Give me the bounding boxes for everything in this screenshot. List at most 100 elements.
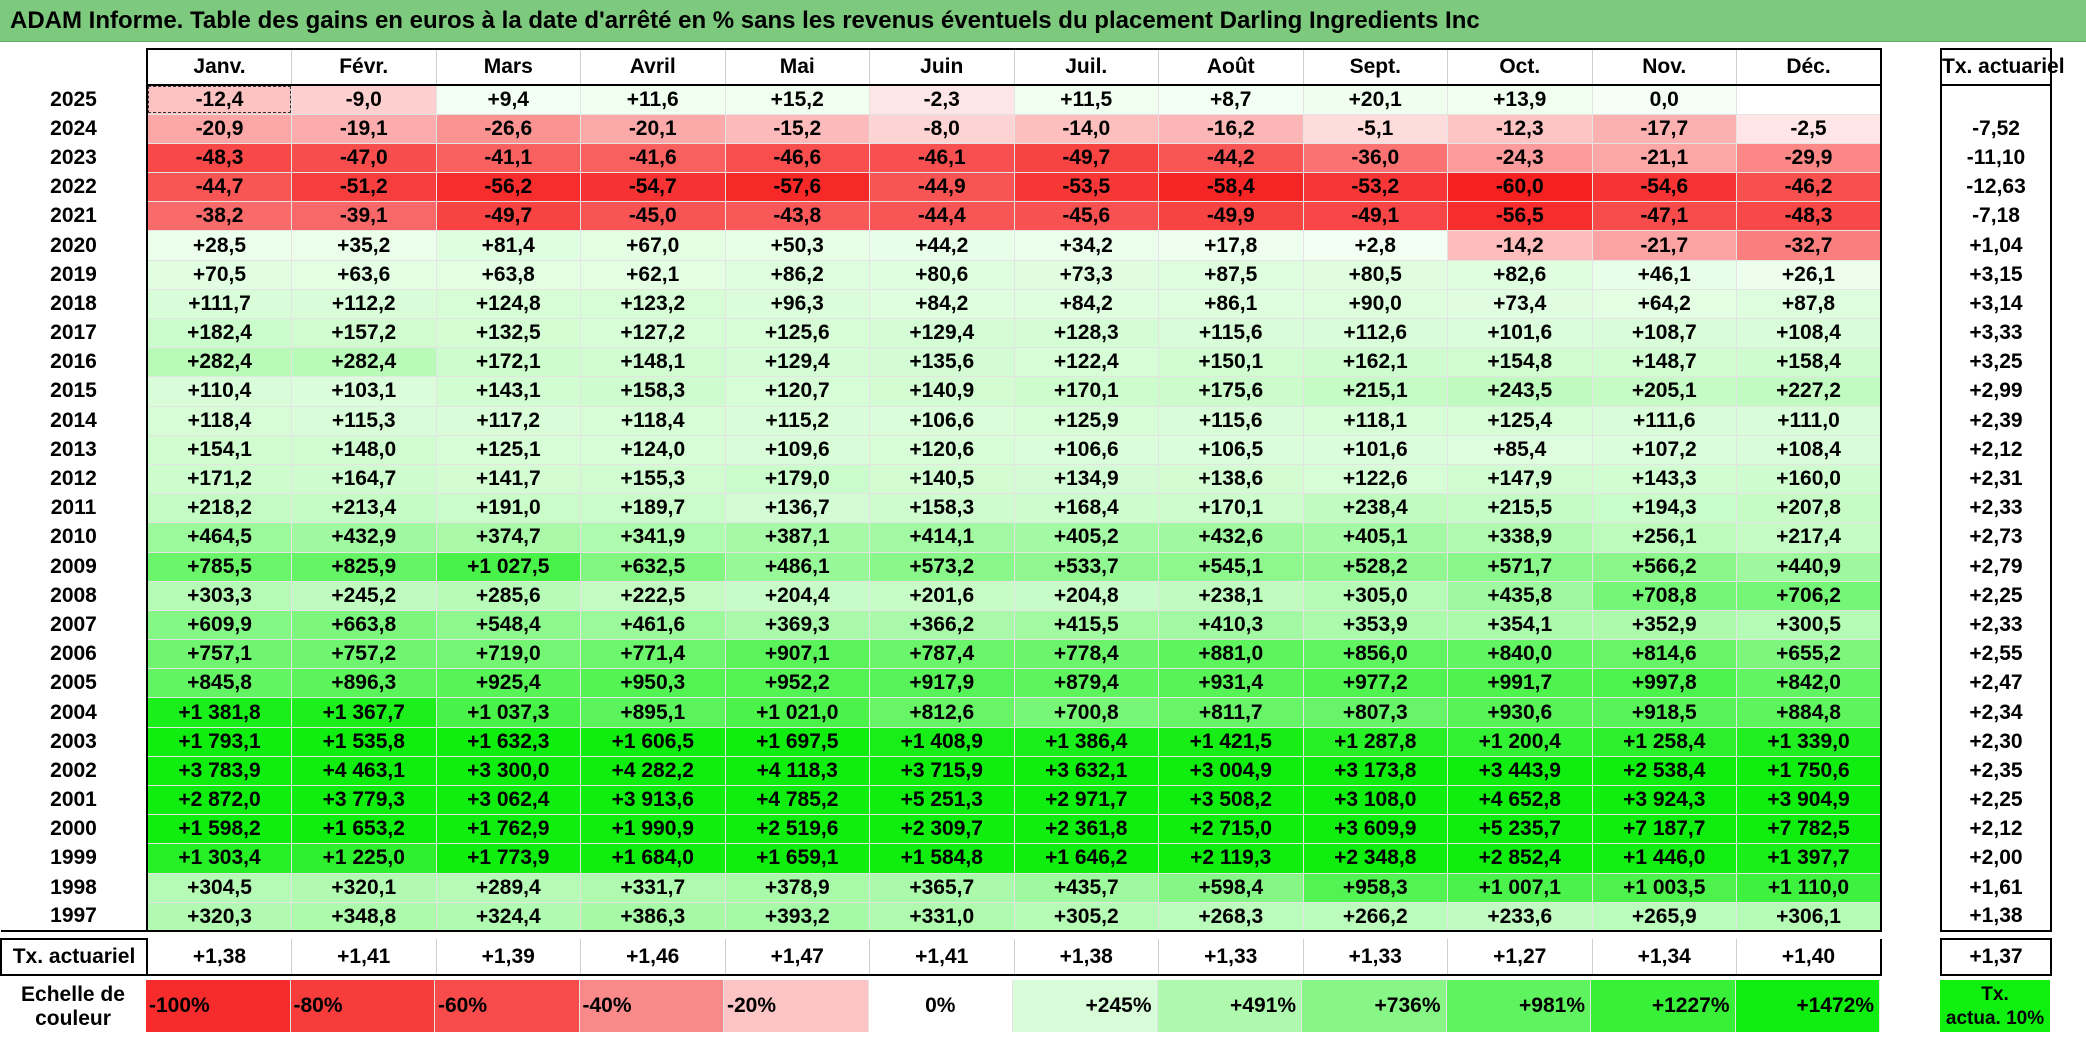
gain-cell: +461,6 <box>580 610 726 641</box>
gain-cell: -39,1 <box>291 201 437 232</box>
gain-cell: +3 715,9 <box>869 756 1015 787</box>
gain-cell: +814,6 <box>1592 639 1737 670</box>
gain-cell: -15,2 <box>725 114 870 144</box>
gain-cell: +154,8 <box>1447 347 1593 378</box>
gain-cell: -19,1 <box>291 114 437 144</box>
color-scale-step: -60% <box>435 980 580 1032</box>
tx-actuariel-month-cell: +1,33 <box>1158 939 1304 977</box>
month-header: Mars <box>436 48 581 86</box>
gain-cell: +991,7 <box>1447 668 1593 699</box>
gain-cell: +138,6 <box>1158 464 1304 495</box>
gain-cell: +115,6 <box>1158 406 1304 436</box>
gain-cell: +571,7 <box>1447 552 1593 582</box>
gain-cell: +9,4 <box>436 85 581 115</box>
year-label: 2025 <box>1 85 148 115</box>
gain-cell: +950,3 <box>580 668 726 699</box>
gain-cell: +84,2 <box>869 289 1015 320</box>
gain-cell: +320,1 <box>291 873 437 903</box>
year-label: 2014 <box>1 406 148 436</box>
gain-cell: +191,0 <box>436 493 581 524</box>
gain-cell: +125,9 <box>1014 406 1159 436</box>
gain-cell: +110,4 <box>147 376 292 407</box>
year-row: 2004 +1 381,8 +1 367,7 +1 037,3 +895,1 +1 021… <box>1 697 1882 728</box>
gain-cell: +80,5 <box>1303 260 1448 290</box>
gain-cell: +120,6 <box>869 435 1015 465</box>
gain-cell: +1 037,3 <box>436 697 581 728</box>
gain-cell: +3 783,9 <box>147 756 292 787</box>
gain-cell: -46,1 <box>869 143 1015 174</box>
gain-cell: +958,3 <box>1303 873 1448 903</box>
gain-cell: +285,6 <box>436 581 581 611</box>
gain-cell: +134,9 <box>1014 464 1159 495</box>
year-row: 2001 +2 872,0 +3 779,3 +3 062,4 +3 913,6 +4 7… <box>1 785 1882 816</box>
gain-cell: +3 062,4 <box>436 785 581 816</box>
gain-cell: +3 904,9 <box>1736 785 1882 816</box>
year-label: 2018 <box>1 289 148 319</box>
gain-cell: +111,0 <box>1736 406 1882 436</box>
gain-cell: +785,5 <box>147 552 292 582</box>
month-header: Oct. <box>1447 48 1593 86</box>
gain-cell: +1 408,9 <box>869 727 1015 757</box>
color-scale-step: -80% <box>290 980 435 1032</box>
gain-cell: +1 003,5 <box>1592 873 1737 903</box>
gain-cell: +204,4 <box>725 581 870 611</box>
tx-actuariel-cell: +2,00 <box>1940 843 2052 874</box>
gain-cell: +4 282,2 <box>580 756 726 787</box>
color-scale-step: +245% <box>1013 980 1158 1032</box>
gain-cell: +256,1 <box>1592 522 1737 553</box>
gain-cell: +282,4 <box>147 347 292 378</box>
tx-actuariel-cell: +2,30 <box>1940 727 2052 757</box>
gain-cell: +111,6 <box>1592 406 1737 436</box>
gain-cell: +3 632,1 <box>1014 756 1159 787</box>
gain-cell: +117,2 <box>436 406 581 436</box>
gain-cell: +320,3 <box>147 902 292 933</box>
gain-cell: +306,1 <box>1736 902 1882 933</box>
gain-cell: +464,5 <box>147 522 292 553</box>
gain-cell: -53,5 <box>1014 172 1159 203</box>
gain-cell: -44,2 <box>1158 143 1304 174</box>
gain-cell: +845,8 <box>147 668 292 699</box>
gain-cell: -16,2 <box>1158 114 1304 144</box>
gain-cell: -47,1 <box>1592 201 1737 232</box>
tx-actuariel-cell: +2,35 <box>1940 756 2052 786</box>
gain-cell: +265,9 <box>1592 902 1737 933</box>
gain-cell: +655,2 <box>1736 639 1882 670</box>
tx-actuariel-month-cell: +1,38 <box>1014 939 1159 977</box>
gain-cell: +528,2 <box>1303 552 1448 582</box>
tx-actuariel-month-cell: +1,34 <box>1592 939 1737 977</box>
gain-cell: -54,6 <box>1592 172 1737 203</box>
gain-cell: +896,3 <box>291 668 437 699</box>
gain-cell: +3 924,3 <box>1592 785 1737 816</box>
gain-cell: -45,0 <box>580 201 726 232</box>
gain-cell: +1 446,0 <box>1592 843 1737 874</box>
gain-cell: +1 535,8 <box>291 727 437 757</box>
gain-cell: +20,1 <box>1303 85 1448 115</box>
year-label: 2022 <box>1 172 148 202</box>
gain-cell: +353,9 <box>1303 610 1448 641</box>
color-scale-step: +736% <box>1302 980 1447 1032</box>
gain-cell: -56,2 <box>436 172 581 203</box>
gain-cell: +171,2 <box>147 464 292 495</box>
gain-cell: +305,2 <box>1014 902 1159 933</box>
tx-actuariel-cell: +2,33 <box>1940 493 2052 523</box>
tx-actuariel-cell: -12,63 <box>1940 172 2052 202</box>
gain-cell: +1 793,1 <box>147 727 292 757</box>
gain-cell: +67,0 <box>580 230 726 261</box>
gain-cell: +150,1 <box>1158 347 1304 378</box>
year-row: 2003 +1 793,1 +1 535,8 +1 632,3 +1 606,5 +1 6… <box>1 727 1882 757</box>
gain-cell: -20,9 <box>147 114 292 144</box>
gain-cell: +118,1 <box>1303 406 1448 436</box>
gain-cell: +127,2 <box>580 318 726 349</box>
tx-actuariel-cell: +2,31 <box>1940 464 2052 494</box>
gain-cell: +108,7 <box>1592 318 1737 349</box>
gain-cell: +215,5 <box>1447 493 1593 524</box>
year-label: 2009 <box>1 552 148 582</box>
tx-actuariel-cell: +3,15 <box>1940 260 2052 290</box>
gain-cell: +1 762,9 <box>436 814 581 845</box>
gain-cell: +1 598,2 <box>147 814 292 845</box>
gain-cell: +207,8 <box>1736 493 1882 524</box>
gain-cell: +233,6 <box>1447 902 1593 933</box>
gain-cell: -29,9 <box>1736 143 1882 174</box>
gain-cell: +158,3 <box>869 493 1015 524</box>
gain-cell: -41,6 <box>580 143 726 174</box>
